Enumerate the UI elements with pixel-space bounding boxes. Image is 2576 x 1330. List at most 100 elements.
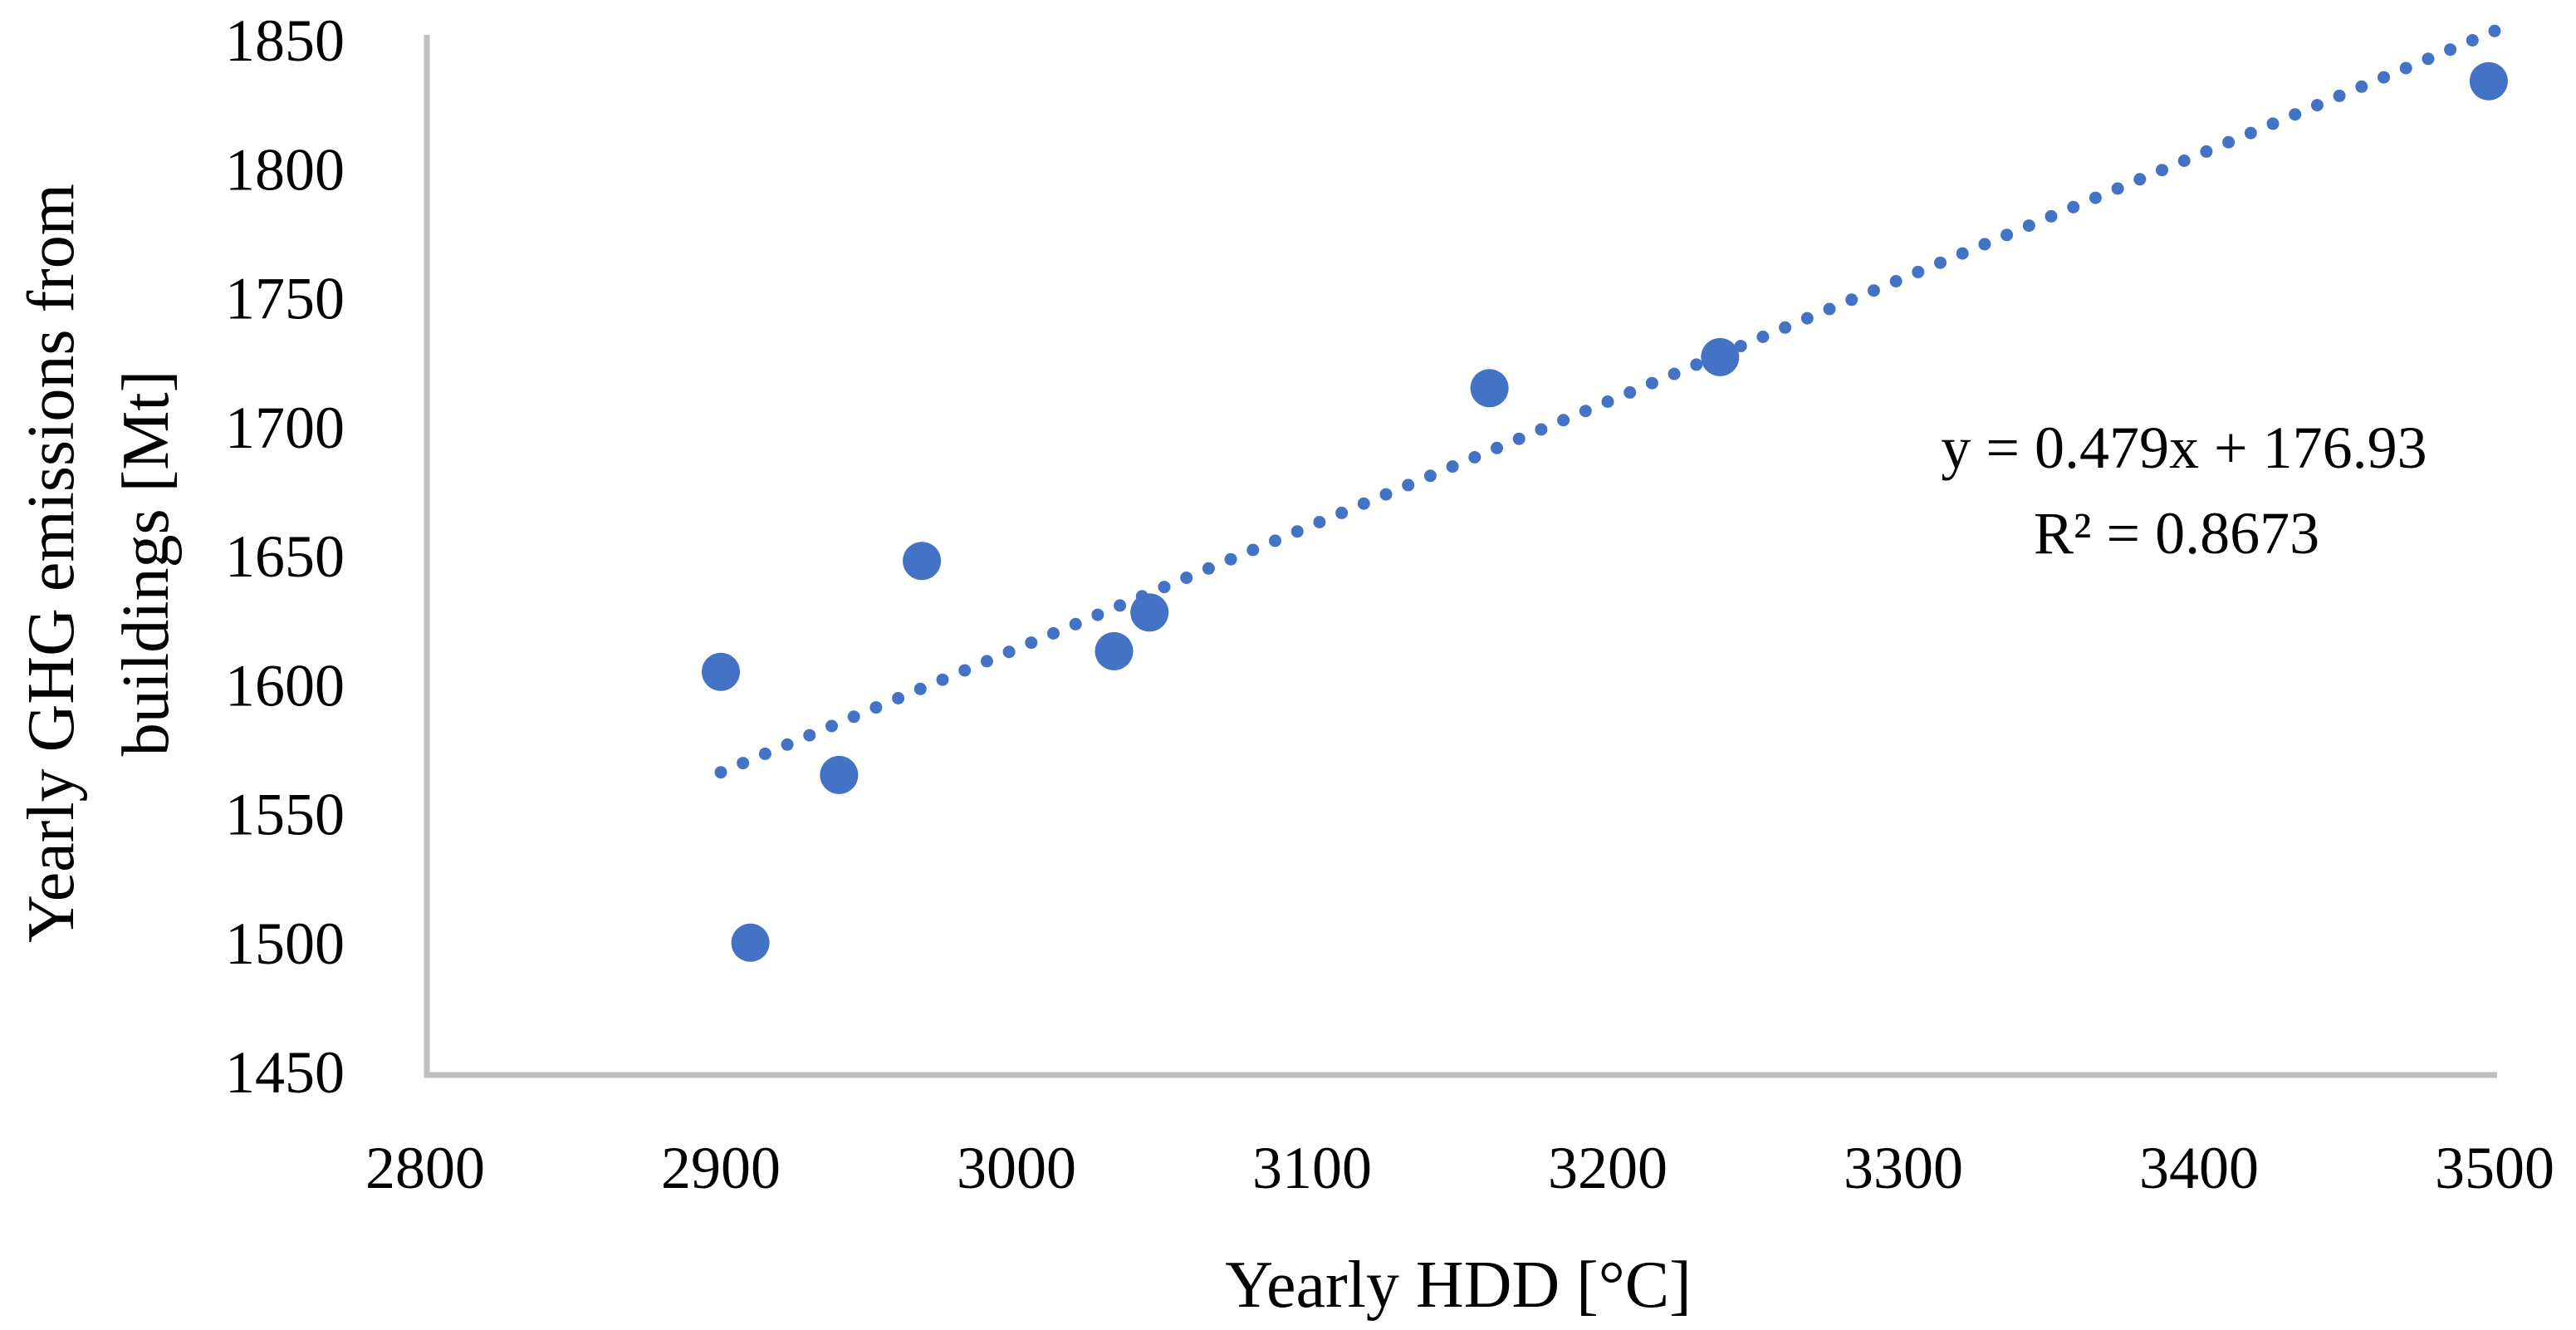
x-tick-label: 3300 xyxy=(1844,1135,1963,1201)
trendline-dot xyxy=(2089,191,2102,204)
scatter-points xyxy=(702,61,2508,962)
trendline-dot xyxy=(2067,200,2080,213)
trendline-dot xyxy=(1290,525,1304,538)
trendline-dot xyxy=(913,682,927,695)
x-axis-title: Yearly HDD [°C] xyxy=(1225,1249,1692,1322)
trendline-dot xyxy=(737,757,750,770)
trendline-dot xyxy=(847,710,860,724)
scatter-point xyxy=(820,755,859,794)
trendline-dot xyxy=(1468,451,1481,464)
trendline-dot xyxy=(1867,284,1880,297)
trendline-dot xyxy=(1202,562,1215,575)
trendline-dot xyxy=(2488,24,2501,37)
trendline-dot xyxy=(1335,506,1349,519)
trendline-r-squared-label: R² = 0.8673 xyxy=(2034,500,2319,567)
trendline-dot xyxy=(2466,34,2479,47)
x-tick-label: 3100 xyxy=(1252,1135,1372,1201)
trendline-dot xyxy=(1224,552,1237,566)
trendline-dot xyxy=(803,729,816,742)
x-tick-label: 3200 xyxy=(1548,1135,1668,1201)
scatter-point xyxy=(731,923,770,962)
y-axis-title-line-2: buildings [Mt] xyxy=(110,371,183,756)
trendline-dot xyxy=(1912,265,1925,278)
trendline-dot xyxy=(2200,145,2213,158)
y-tick-label: 1550 xyxy=(225,782,345,848)
trendline-dot xyxy=(2045,209,2058,223)
trendline-dot xyxy=(1446,460,1459,474)
scatter-point xyxy=(1095,631,1134,670)
trendline-dot xyxy=(1158,581,1171,594)
y-tick-label: 1700 xyxy=(225,395,345,461)
trendline-dot xyxy=(2133,173,2147,186)
x-tick-label: 2800 xyxy=(365,1135,485,1201)
y-tick-label: 1800 xyxy=(225,136,345,203)
trendline-dot xyxy=(2022,219,2035,233)
trendline-dot xyxy=(2333,89,2346,102)
scatter-point xyxy=(1130,593,1169,632)
trendline-dots xyxy=(714,24,2501,779)
trendline-equation-label: y = 0.479x + 176.93 xyxy=(1941,415,2427,481)
trendline-dot xyxy=(980,655,993,668)
trendline-dot xyxy=(2177,155,2191,167)
trendline-dot xyxy=(2310,99,2324,112)
trendline-dot xyxy=(2244,126,2257,140)
trendline-dot xyxy=(1845,293,1859,307)
trendline-dot xyxy=(1756,331,1770,343)
trendline-dot xyxy=(1800,312,1814,325)
trendline-dot xyxy=(1025,636,1038,650)
scatter-point xyxy=(1470,369,1509,408)
x-tick-label: 3500 xyxy=(2435,1135,2554,1201)
trendline-dot xyxy=(1668,367,1681,380)
y-tick-label: 1450 xyxy=(225,1039,345,1106)
trendline-dot xyxy=(2001,228,2014,242)
trendline-dot xyxy=(1069,617,1082,631)
trendline-dot xyxy=(1313,516,1326,528)
y-axis-tick-labels: 1450 1500 1550 1600 1650 1700 1750 1800 1850 xyxy=(225,7,345,1106)
trendline-dot xyxy=(1934,256,1947,269)
y-tick-label: 1500 xyxy=(225,910,345,977)
trendline-dot xyxy=(758,747,771,760)
y-axis-title-line-1: Yearly GHG emissions from xyxy=(15,184,88,943)
trendline-dot xyxy=(869,701,883,714)
trendline-dot xyxy=(1402,479,1415,492)
trendline-dot xyxy=(714,766,727,779)
trendline-dot xyxy=(1357,497,1370,510)
trendline-dot xyxy=(2156,164,2168,177)
x-tick-label: 3400 xyxy=(2139,1135,2259,1201)
y-tick-label: 1750 xyxy=(225,266,345,332)
trendline-dot xyxy=(2355,80,2368,93)
trendline-dot xyxy=(936,673,949,686)
trendline-dot xyxy=(1269,534,1281,547)
trendline-dot xyxy=(2422,52,2435,66)
trendline-dot xyxy=(825,719,838,733)
y-tick-label: 1600 xyxy=(225,652,345,719)
x-axis-tick-labels: 2800 2900 3000 3100 3200 3300 3400 3500 xyxy=(365,1135,2554,1201)
trendline-dot xyxy=(2222,135,2236,149)
trendline-dot xyxy=(1645,376,1658,390)
trendline-dot xyxy=(2378,71,2390,84)
trendline-dot xyxy=(1579,405,1592,418)
trendline-dot xyxy=(1047,626,1060,640)
trendline-dot xyxy=(1535,423,1548,436)
trendline-dot xyxy=(1889,275,1903,287)
trendline-dot xyxy=(2399,61,2412,75)
trendline-dot xyxy=(781,738,794,751)
x-tick-label: 3000 xyxy=(957,1135,1076,1201)
trendline-dot xyxy=(1557,414,1570,427)
trendline-dot xyxy=(2266,117,2280,130)
trendline-dot xyxy=(1002,645,1016,659)
y-tick-label: 1850 xyxy=(225,7,345,74)
y-tick-label: 1650 xyxy=(225,523,345,590)
trendline-dot xyxy=(1956,247,1969,260)
trendline-dot xyxy=(1601,395,1614,408)
trendline-dot xyxy=(1690,358,1703,371)
trendline-dot xyxy=(1623,385,1637,399)
trendline-dot xyxy=(1379,488,1393,501)
scatter-point xyxy=(1701,337,1740,376)
trendline-dot xyxy=(958,664,972,677)
trendline-dot xyxy=(1180,572,1193,584)
trendline-dot xyxy=(1734,340,1747,353)
scatter-point xyxy=(903,542,942,581)
